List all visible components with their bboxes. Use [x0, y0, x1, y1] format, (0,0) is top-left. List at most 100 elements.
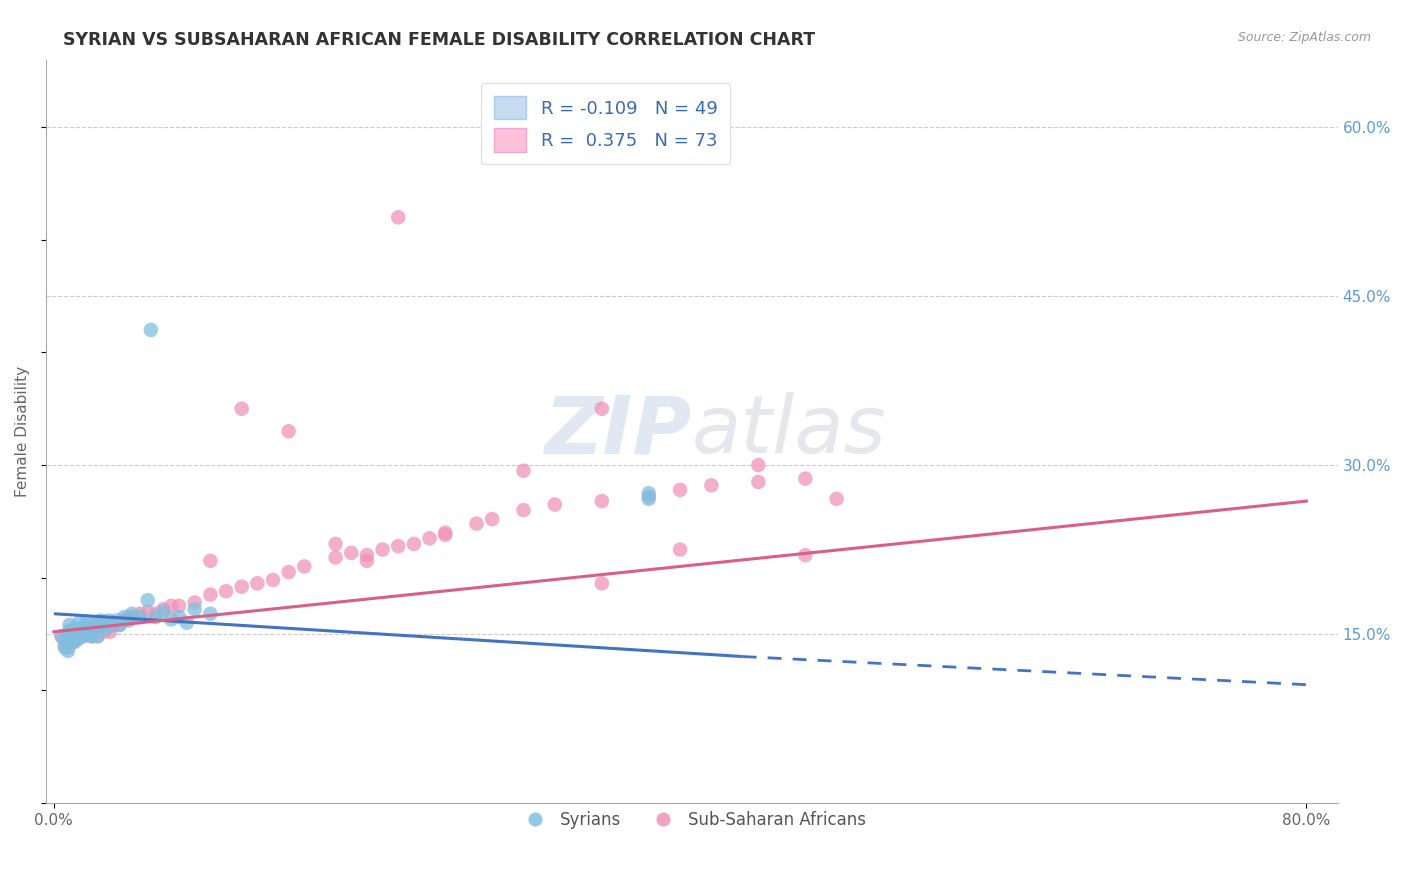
Point [105, 615, 128, 630]
Point [105, 614, 128, 628]
Point [93, 615, 115, 630]
Point [512, 464, 534, 478]
Point [63, 635, 86, 649]
Point [136, 593, 159, 607]
Point [96, 621, 118, 635]
Point [75, 627, 97, 641]
Point [434, 528, 457, 542]
Point [356, 548, 378, 562]
Point [325, 550, 347, 565]
Point [70, 629, 93, 643]
Point [419, 531, 441, 545]
Point [67, 615, 90, 630]
Point [794, 548, 817, 562]
Point [700, 478, 723, 492]
Point [62, 629, 84, 643]
Point [79, 627, 101, 641]
Point [591, 401, 613, 416]
Point [371, 542, 394, 557]
Point [183, 602, 205, 616]
Point [387, 539, 409, 553]
Point [129, 607, 152, 621]
Point [231, 401, 253, 416]
Text: Source: ZipAtlas.com: Source: ZipAtlas.com [1237, 31, 1371, 45]
Point [121, 607, 143, 621]
Point [200, 554, 222, 568]
Point [67, 629, 90, 643]
Point [82, 621, 104, 635]
Point [72, 629, 94, 643]
Point [75, 621, 97, 635]
Point [72, 624, 94, 639]
Point [200, 588, 222, 602]
Point [591, 576, 613, 591]
Point [340, 546, 363, 560]
Point [160, 612, 183, 626]
Legend: Syrians, Sub-Saharan Africans: Syrians, Sub-Saharan Africans [512, 805, 872, 836]
Point [121, 610, 143, 624]
Point [160, 599, 183, 613]
Point [80, 629, 103, 643]
Point [58, 624, 80, 639]
Point [512, 503, 534, 517]
Point [94, 621, 117, 635]
Point [231, 580, 253, 594]
Point [145, 610, 167, 624]
Point [136, 605, 159, 619]
Point [53, 638, 76, 652]
Point [139, 323, 162, 337]
Point [82, 618, 104, 632]
Text: SYRIAN VS SUBSAHARAN AFRICAN FEMALE DISABILITY CORRELATION CHART: SYRIAN VS SUBSAHARAN AFRICAN FEMALE DISA… [63, 31, 815, 49]
Point [90, 614, 112, 628]
Point [86, 629, 108, 643]
Point [402, 537, 425, 551]
Point [183, 595, 205, 609]
Point [103, 618, 125, 632]
Point [55, 635, 77, 649]
Point [69, 621, 91, 635]
Point [637, 490, 659, 504]
Point [55, 632, 77, 647]
Point [481, 512, 503, 526]
Point [77, 627, 100, 641]
Point [65, 621, 87, 635]
Point [176, 615, 198, 630]
Point [51, 629, 73, 643]
Point [200, 607, 222, 621]
Point [56, 640, 79, 655]
Point [118, 610, 141, 624]
Point [66, 632, 89, 647]
Point [63, 635, 86, 649]
Point [58, 618, 80, 632]
Point [465, 516, 488, 531]
Point [262, 573, 284, 587]
Point [112, 610, 135, 624]
Point [76, 615, 98, 630]
Point [669, 542, 692, 557]
Point [215, 584, 238, 599]
Point [51, 629, 73, 643]
Point [90, 618, 112, 632]
Point [591, 494, 613, 508]
Point [84, 624, 107, 639]
Point [637, 486, 659, 500]
Point [77, 621, 100, 635]
Point [387, 211, 409, 225]
Point [152, 602, 174, 616]
Point [66, 627, 89, 641]
Point [277, 565, 299, 579]
Text: ZIP: ZIP [544, 392, 692, 470]
Point [544, 498, 567, 512]
Point [90, 621, 112, 635]
Point [66, 627, 89, 641]
Point [82, 624, 104, 639]
Text: atlas: atlas [692, 392, 887, 470]
Point [747, 475, 769, 489]
Point [167, 599, 190, 613]
Point [58, 624, 80, 638]
Point [108, 618, 131, 632]
Point [56, 644, 79, 658]
Point [794, 472, 817, 486]
Point [75, 618, 97, 632]
Point [80, 629, 103, 643]
